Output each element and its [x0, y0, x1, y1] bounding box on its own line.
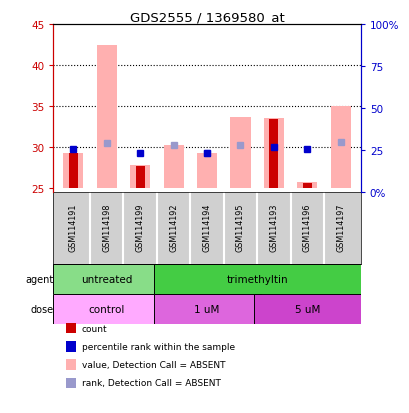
- Text: count: count: [82, 324, 108, 333]
- Bar: [97, 45, 117, 188]
- Text: rank, Detection Call = ABSENT: rank, Detection Call = ABSENT: [82, 378, 220, 387]
- Text: GSM114194: GSM114194: [202, 203, 211, 251]
- Bar: [53, 265, 160, 294]
- Title: GDS2555 / 1369580_at: GDS2555 / 1369580_at: [129, 11, 284, 24]
- Text: value, Detection Call = ABSENT: value, Detection Call = ABSENT: [82, 360, 225, 369]
- Bar: [269, 120, 278, 188]
- Bar: [153, 265, 360, 294]
- Text: GSM114195: GSM114195: [236, 203, 244, 252]
- Bar: [263, 119, 283, 188]
- Bar: [302, 183, 311, 188]
- Bar: [53, 294, 160, 324]
- Text: GSM114192: GSM114192: [169, 203, 178, 252]
- Text: GSM114191: GSM114191: [69, 203, 78, 251]
- Text: control: control: [88, 304, 125, 314]
- Text: untreated: untreated: [81, 275, 132, 285]
- Bar: [253, 294, 360, 324]
- Text: trimethyltin: trimethyltin: [226, 275, 287, 285]
- Bar: [135, 166, 144, 188]
- Text: dose: dose: [31, 304, 54, 314]
- Bar: [69, 154, 78, 188]
- Text: 1 uM: 1 uM: [194, 304, 219, 314]
- Text: GSM114198: GSM114198: [102, 203, 111, 251]
- Bar: [130, 166, 150, 188]
- Text: 5 uM: 5 uM: [294, 304, 319, 314]
- Bar: [197, 154, 216, 188]
- Bar: [63, 153, 83, 188]
- Bar: [230, 117, 250, 188]
- Text: agent: agent: [26, 275, 54, 285]
- Text: GSM114196: GSM114196: [302, 203, 311, 251]
- Text: GSM114193: GSM114193: [269, 203, 278, 251]
- Bar: [153, 294, 260, 324]
- Bar: [297, 183, 317, 188]
- Text: GSM114197: GSM114197: [335, 203, 344, 252]
- Bar: [330, 107, 350, 188]
- Bar: [163, 146, 183, 188]
- Text: GSM114199: GSM114199: [135, 203, 144, 252]
- Text: percentile rank within the sample: percentile rank within the sample: [82, 342, 234, 351]
